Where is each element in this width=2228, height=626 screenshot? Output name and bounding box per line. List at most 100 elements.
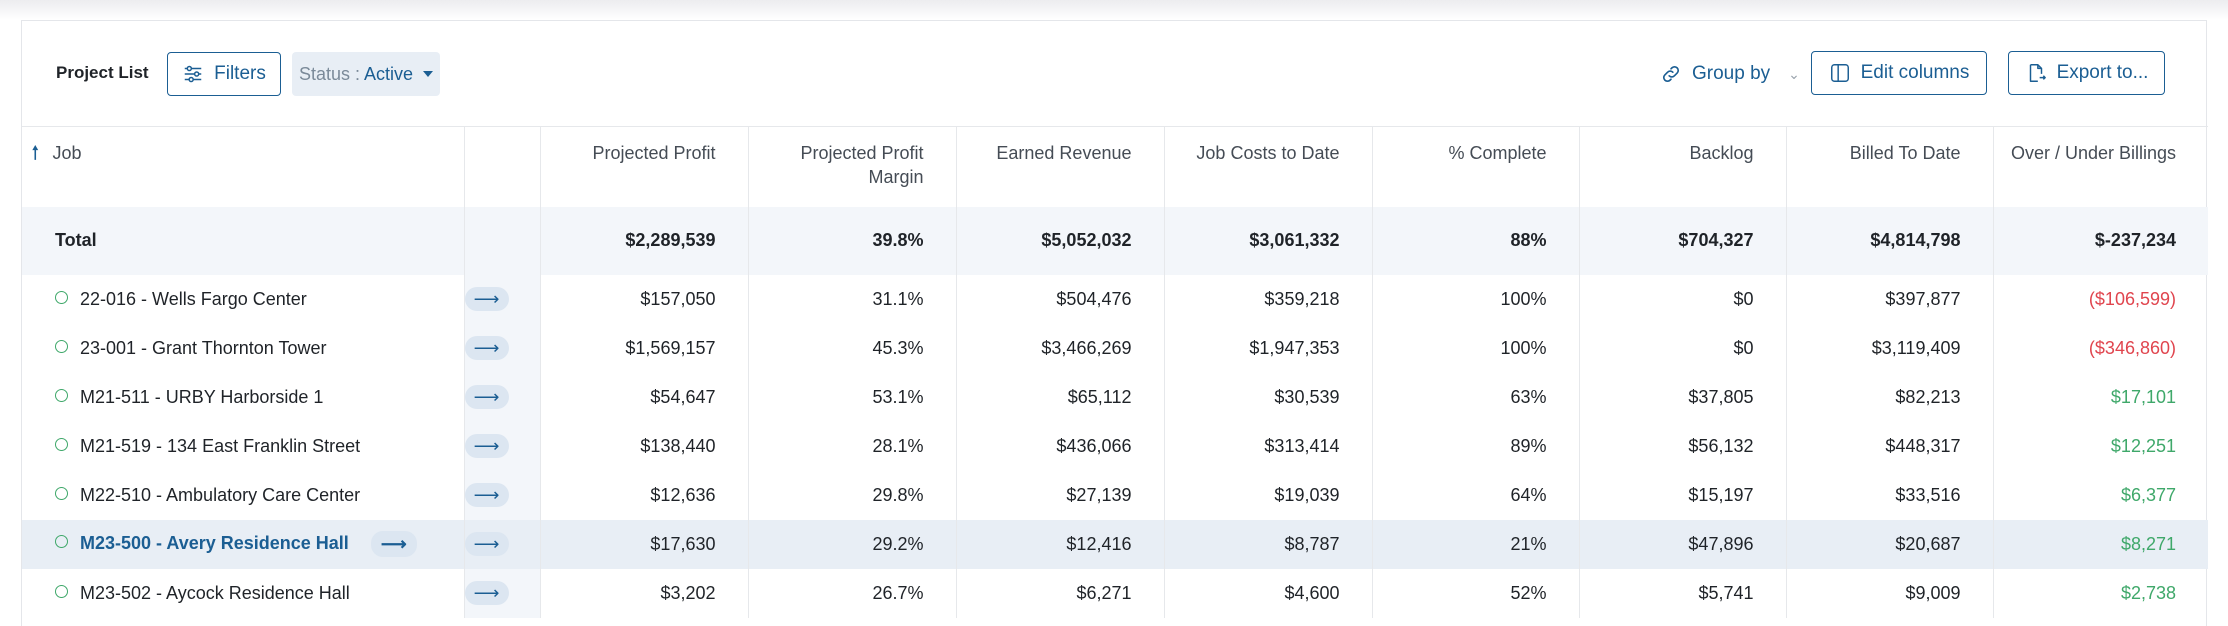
backlog-cell: $56,132 [1579,421,1787,471]
projected-profit-margin-cell: 31.1% [748,274,957,324]
job-cell[interactable]: 22-016 - Wells Fargo Center [22,274,465,324]
job-name: 22-016 - Wells Fargo Center [80,288,307,309]
table-row-hovered[interactable]: M23-500 - Avery Residence Hall ⟶ ⟶ $17,63… [22,519,2208,569]
projected-profit-margin-cell: 45.3% [748,323,957,373]
status-dot-icon [55,339,68,353]
pct-complete-cell: 63% [1372,372,1580,422]
projected-profit-cell: $17,630 [540,519,749,569]
earned-revenue-cell: $6,271 [956,568,1165,618]
backlog-cell: $0 [1579,274,1787,324]
column-header-job-costs-to-date[interactable]: Job Costs to Date [1164,126,1373,207]
arrow-right-icon[interactable]: ⟶ [464,483,509,507]
column-header-projected-profit[interactable]: Projected Profit [540,126,749,207]
status-dot-icon [55,290,68,304]
arrow-right-icon[interactable]: ⟶ [464,532,509,556]
column-header-pct-complete[interactable]: % Complete [1372,126,1580,207]
pct-complete-cell: 100% [1372,274,1580,324]
billed-to-date-cell: $82,213 [1786,372,1994,422]
job-cell[interactable]: M21-519 - 134 East Franklin Street [22,421,465,471]
column-header-backlog[interactable]: Backlog [1579,126,1787,207]
total-row: Total $2,289,539 39.8% $5,052,032 $3,061… [22,206,2208,275]
status-filter-value: Active [364,63,414,84]
group-by-label: Group by [1692,63,1771,84]
arrow-right-icon[interactable]: ⟶ [464,287,509,311]
job-costs-to-date-cell: $359,218 [1164,274,1373,324]
status-dot-icon [55,437,68,451]
total-projected-profit-margin: 39.8% [748,206,957,275]
earned-revenue-cell: $65,112 [956,372,1165,422]
pct-complete-cell: 21% [1372,519,1580,569]
total-job-costs-to-date: $3,061,332 [1164,206,1373,275]
export-button[interactable]: Export to... [2008,51,2165,95]
filters-label: Filters [214,63,266,84]
billed-to-date-cell: $448,317 [1786,421,1994,471]
row-actions-cell: ⟶ [464,470,541,520]
column-header-job[interactable]: 🠑 Job [22,126,465,207]
table-row[interactable]: 22-016 - Wells Fargo Center ⟶ $157,050 3… [22,274,2208,324]
job-costs-to-date-cell: $30,539 [1164,372,1373,422]
projected-profit-cell: $1,569,157 [540,323,749,373]
projected-profit-margin-cell: 29.8% [748,470,957,520]
table-row[interactable]: M21-519 - 134 East Franklin Street ⟶ $13… [22,421,2208,471]
pct-complete-cell: 64% [1372,470,1580,520]
table-row[interactable]: 23-001 - Grant Thornton Tower ⟶ $1,569,1… [22,323,2208,373]
over-under-billings-cell: $8,271 [2120,533,2176,554]
total-earned-revenue: $5,052,032 [956,206,1165,275]
column-header-earned-revenue[interactable]: Earned Revenue [956,126,1165,207]
job-cell[interactable]: 23-001 - Grant Thornton Tower [22,323,465,373]
billed-to-date-cell: $20,687 [1786,519,1994,569]
status-filter-chip[interactable]: Status : Active [292,52,440,96]
projected-profit-cell: $12,636 [540,470,749,520]
column-header-billed-to-date[interactable]: Billed To Date [1786,126,1994,207]
table-header-row: 🠑 Job Projected Profit Projected Profit M… [22,126,2208,207]
arrow-right-icon[interactable]: ⟶ [464,336,509,360]
job-cell[interactable]: M23-500 - Avery Residence Hall ⟶ [22,519,465,569]
over-under-billings-cell: $17,101 [2110,386,2176,407]
arrow-right-icon[interactable]: ⟶ [464,434,509,458]
arrow-right-icon[interactable]: ⟶ [370,531,417,557]
backlog-cell: $15,197 [1579,470,1787,520]
job-cell[interactable]: M23-502 - Aycock Residence Hall [22,568,465,618]
column-header-over-under-billings[interactable]: Over / Under Billings [2010,143,2176,163]
filters-button[interactable]: Filters [167,52,281,96]
projected-profit-margin-cell: 28.1% [748,421,957,471]
projected-profit-cell: $138,440 [540,421,749,471]
billed-to-date-cell: $9,009 [1786,568,1994,618]
job-name-link[interactable]: M23-500 - Avery Residence Hall [80,532,349,553]
row-actions-cell: ⟶ [464,421,541,471]
arrow-right-icon[interactable]: ⟶ [464,581,509,605]
page-title: Project List [56,63,149,82]
backlog-cell: $47,896 [1579,519,1787,569]
column-header-job-label: Job [52,143,82,163]
status-dot-icon [55,584,68,598]
columns-icon [1830,64,1849,82]
file-export-icon [2029,64,2046,82]
table-row[interactable]: M23-502 - Aycock Residence Hall ⟶ $3,202… [22,568,2208,618]
table-row[interactable]: M22-510 - Ambulatory Care Center ⟶ $12,6… [22,470,2208,520]
page-top-shadow [0,0,2228,20]
link-icon [1662,65,1680,83]
projected-profit-cell: $3,202 [540,568,749,618]
total-backlog: $704,327 [1579,206,1787,275]
projected-profit-margin-cell: 53.1% [748,372,957,422]
column-header-projected-profit-margin[interactable]: Projected Profit Margin [748,126,957,207]
sort-ascending-icon[interactable]: 🠑 [32,143,39,163]
earned-revenue-cell: $27,139 [956,470,1165,520]
pct-complete-cell: 100% [1372,323,1580,373]
backlog-cell: $0 [1579,323,1787,373]
job-cell[interactable]: M21-511 - URBY Harborside 1 [22,372,465,422]
backlog-cell: $37,805 [1579,372,1787,422]
edit-columns-button[interactable]: Edit columns [1811,51,1987,95]
project-list-card: Project List Filters Status : Active Gro… [21,20,2208,626]
arrow-right-icon[interactable]: ⟶ [464,385,509,409]
job-name: M21-519 - 134 East Franklin Street [80,435,361,456]
over-under-billings-cell: ($106,599) [2088,288,2176,309]
row-actions-cell: ⟶ [464,568,541,618]
over-under-billings-cell: $6,377 [2120,484,2176,505]
group-by-dropdown[interactable]: Group by ⌄ [1660,59,1800,89]
projected-profit-cell: $157,050 [540,274,749,324]
status-dot-icon [55,388,68,402]
table-row[interactable]: M21-511 - URBY Harborside 1 ⟶ $54,647 53… [22,372,2208,422]
job-costs-to-date-cell: $19,039 [1164,470,1373,520]
job-cell[interactable]: M22-510 - Ambulatory Care Center [22,470,465,520]
